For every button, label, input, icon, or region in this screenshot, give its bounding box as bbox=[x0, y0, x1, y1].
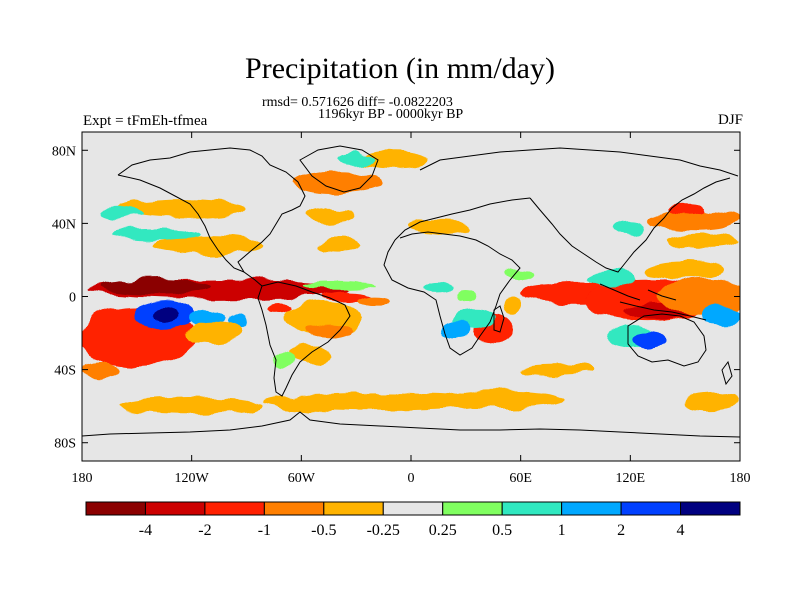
colorbar-swatch-7 bbox=[501, 501, 563, 516]
anomaly-region-23 bbox=[405, 219, 472, 235]
colorbar-label-7: 1 bbox=[558, 522, 566, 539]
anomaly-region-47 bbox=[272, 353, 295, 368]
colorbar-label-3: -0.5 bbox=[311, 522, 336, 539]
anomaly-region-25 bbox=[118, 397, 265, 416]
anomaly-region-31 bbox=[657, 278, 740, 315]
anomaly-region-8 bbox=[268, 301, 291, 313]
anomaly-region-10 bbox=[306, 322, 351, 337]
colorbar-label-1: -2 bbox=[198, 522, 211, 539]
colorbar: -4 -2 -1 -0.5 -0.25 0.25 0.5 1 2 4 bbox=[85, 501, 741, 539]
greenland-coast bbox=[299, 145, 379, 193]
anomaly-region-18 bbox=[292, 172, 384, 195]
new-zealand-coast bbox=[721, 360, 733, 386]
anomaly-region-37 bbox=[442, 320, 472, 339]
anomaly-region-7 bbox=[186, 322, 242, 345]
colorbar-swatch-9 bbox=[620, 501, 682, 516]
period-line: 1196kyr BP - 0000kyr BP bbox=[318, 107, 464, 122]
colorbar-swatch-10 bbox=[680, 501, 741, 516]
colorbar-swatch-3 bbox=[263, 501, 325, 516]
y-tick-label-1: 40N bbox=[52, 217, 76, 232]
southeast-asia-islands bbox=[599, 283, 707, 321]
anomaly-region-38 bbox=[500, 296, 523, 315]
anomaly-region-41 bbox=[648, 208, 740, 231]
experiment-label: Expt = tFmEh-tfmea bbox=[83, 113, 208, 129]
madagascar-coast bbox=[493, 305, 505, 333]
x-tick-label-0: 180 bbox=[72, 471, 93, 486]
y-tick-label-4: 80S bbox=[54, 437, 76, 452]
anomaly-region-48 bbox=[454, 291, 477, 302]
anomaly-region-16 bbox=[111, 228, 199, 240]
anomaly-region-24 bbox=[264, 393, 485, 412]
colorbar-swatch-8 bbox=[561, 501, 622, 516]
map-axes: 180 120W 60W 0 60E 120E 180 80N 40N 0 40S 80S bbox=[52, 132, 751, 486]
anomaly-regions bbox=[82, 150, 740, 416]
anomaly-region-12 bbox=[359, 294, 390, 306]
anomaly-region-1 bbox=[100, 280, 210, 295]
x-tick-label-2: 60W bbox=[288, 471, 316, 486]
y-tick-label-2: 0 bbox=[69, 291, 76, 306]
anomaly-region-11 bbox=[321, 291, 373, 302]
anomaly-region-27 bbox=[685, 393, 740, 412]
anomaly-region-34 bbox=[703, 305, 740, 324]
x-tick-label-4: 60E bbox=[509, 471, 532, 486]
y-tick-label-3: 40S bbox=[54, 364, 76, 379]
anomaly-region-50 bbox=[82, 360, 119, 379]
chart-title: Precipitation (in mm/day) bbox=[245, 52, 555, 85]
anomaly-region-45 bbox=[423, 281, 454, 293]
anomaly-region-44 bbox=[615, 219, 645, 235]
west-coast-america bbox=[117, 174, 245, 273]
eurasia-coast bbox=[419, 147, 739, 273]
anomaly-region-51 bbox=[520, 364, 594, 376]
europe-africa-coast bbox=[383, 197, 531, 356]
anomaly-region-20 bbox=[337, 153, 375, 165]
anomaly-region-13 bbox=[301, 281, 375, 290]
anomaly-region-15 bbox=[155, 236, 265, 255]
anomaly-region-46 bbox=[506, 269, 536, 281]
colorbar-label-6: 0.5 bbox=[492, 522, 512, 539]
colorbar-label-9: 4 bbox=[677, 522, 685, 539]
anomaly-region-32 bbox=[586, 270, 638, 286]
antarctica-coast bbox=[82, 411, 740, 438]
x-tick-label-5: 120E bbox=[616, 471, 646, 486]
anomaly-region-21 bbox=[303, 208, 355, 224]
colorbar-label-4: -0.25 bbox=[367, 522, 400, 539]
colorbar-label-0: -4 bbox=[139, 522, 152, 539]
anomaly-region-22 bbox=[315, 238, 360, 253]
colorbar-label-5: 0.25 bbox=[429, 522, 457, 539]
colorbar-swatch-5 bbox=[382, 501, 444, 516]
anomaly-region-33 bbox=[644, 259, 726, 279]
anomaly-region-43 bbox=[666, 234, 740, 249]
anomaly-region-49 bbox=[96, 208, 141, 220]
y-tick-label-0: 80N bbox=[52, 144, 76, 159]
colorbar-swatch-0 bbox=[85, 501, 146, 516]
anomaly-region-40 bbox=[633, 333, 664, 348]
colorbar-label-8: 2 bbox=[617, 522, 625, 539]
colorbar-swatch-6 bbox=[442, 501, 503, 516]
australia-coast bbox=[627, 313, 707, 367]
stats-line: rmsd= 0.571626 diff= -0.0822203 bbox=[262, 95, 453, 110]
north-america-coast bbox=[117, 147, 306, 287]
south-america-coast bbox=[257, 281, 351, 397]
x-tick-label-6: 180 bbox=[730, 471, 751, 486]
season-label: DJF bbox=[717, 112, 743, 128]
anomaly-region-26 bbox=[438, 389, 567, 408]
colorbar-swatch-4 bbox=[323, 501, 384, 516]
x-tick-label-3: 0 bbox=[408, 471, 415, 486]
coastlines bbox=[82, 145, 740, 438]
colorbar-swatch-1 bbox=[144, 501, 206, 516]
anomaly-region-14 bbox=[288, 345, 333, 365]
colorbar-label-2: -1 bbox=[258, 522, 271, 539]
anomaly-region-42 bbox=[666, 203, 704, 215]
colorbar-swatch-2 bbox=[204, 501, 265, 516]
anomaly-region-4 bbox=[149, 307, 179, 323]
x-tick-label-1: 120W bbox=[175, 471, 210, 486]
anomaly-region-17 bbox=[118, 199, 247, 218]
